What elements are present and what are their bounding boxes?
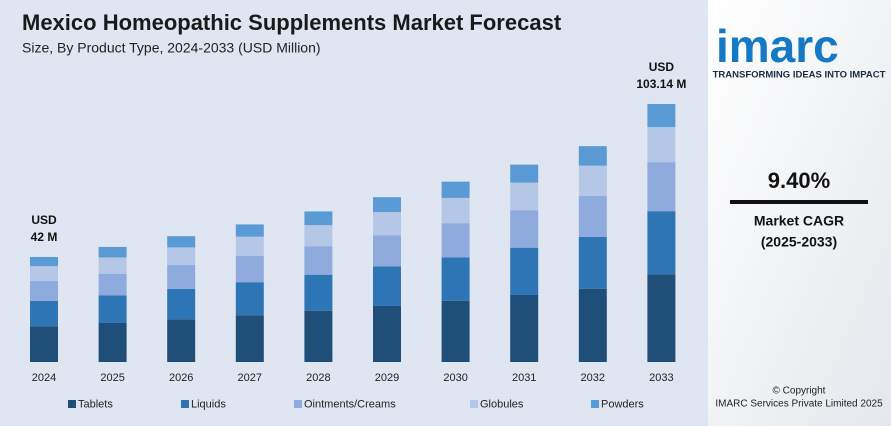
bar-segment bbox=[98, 322, 127, 362]
copyright: © Copyright bbox=[773, 386, 826, 397]
bar-segment bbox=[235, 236, 264, 256]
bar-segment bbox=[373, 212, 401, 236]
bar-segment bbox=[647, 127, 676, 163]
annotation: 42 M bbox=[31, 230, 58, 244]
chart-subtitle: Size, By Product Type, 2024-2033 (USD Mi… bbox=[22, 40, 321, 56]
annotation: 103.14 M bbox=[636, 77, 686, 91]
bar-segment bbox=[235, 315, 264, 362]
legend-label: Ointments/Creams bbox=[304, 398, 396, 410]
bar-segment bbox=[98, 257, 127, 274]
legend-swatch bbox=[181, 400, 189, 408]
legend-label: Tablets bbox=[78, 398, 113, 410]
bar-segment bbox=[30, 280, 58, 301]
x-tick-label: 2031 bbox=[512, 372, 536, 384]
legend-label: Powders bbox=[601, 398, 644, 410]
bar-segment bbox=[167, 319, 196, 362]
legend-label: Liquids bbox=[191, 398, 226, 410]
bar-segment bbox=[304, 310, 333, 362]
bar-segment bbox=[304, 211, 333, 226]
x-tick-label: 2033 bbox=[649, 372, 673, 384]
bar-segment bbox=[647, 104, 676, 128]
x-tick-label: 2024 bbox=[32, 372, 56, 384]
bar-segment bbox=[441, 223, 470, 258]
annotation: USD bbox=[649, 60, 675, 74]
bar-segment bbox=[578, 146, 607, 166]
bar-segment bbox=[30, 256, 58, 267]
bar-segment bbox=[30, 300, 58, 327]
bar-segment bbox=[510, 294, 539, 362]
bar-segment bbox=[98, 273, 127, 296]
x-tick-label: 2032 bbox=[581, 372, 605, 384]
x-tick-label: 2029 bbox=[375, 372, 399, 384]
bar-segment bbox=[167, 236, 196, 248]
bar-segment bbox=[235, 255, 264, 283]
bar-segment bbox=[167, 264, 196, 289]
bar-segment bbox=[441, 197, 470, 224]
bar-segment bbox=[30, 266, 58, 281]
logo: imarc bbox=[716, 20, 839, 72]
x-tick-label: 2025 bbox=[100, 372, 124, 384]
cagr-rule bbox=[730, 200, 868, 204]
bar-segment bbox=[647, 274, 676, 362]
legend-label: Globules bbox=[480, 398, 524, 410]
copyright-owner: IMARC Services Private Limited 2025 bbox=[715, 399, 883, 410]
bar-segment bbox=[647, 211, 676, 275]
bar-segment bbox=[235, 224, 264, 237]
bar-segment bbox=[510, 210, 539, 248]
bar-segment bbox=[167, 288, 196, 320]
bar-segment bbox=[578, 236, 607, 289]
bar-segment bbox=[441, 300, 470, 362]
bar-segment bbox=[510, 164, 539, 183]
cagr-period: (2025-2033) bbox=[761, 234, 837, 250]
legend-swatch bbox=[470, 400, 478, 408]
legend-swatch bbox=[68, 400, 76, 408]
bar-segment bbox=[441, 181, 470, 198]
bar-segment bbox=[373, 235, 401, 267]
bar-segment bbox=[373, 197, 401, 213]
bar-segment bbox=[373, 266, 401, 306]
bar-segment bbox=[304, 246, 333, 275]
cagr-label: Market CAGR bbox=[754, 213, 844, 229]
x-tick-label: 2026 bbox=[169, 372, 193, 384]
annotation: USD bbox=[31, 213, 57, 227]
x-tick-label: 2030 bbox=[443, 372, 467, 384]
bar-segment bbox=[235, 282, 264, 316]
tagline: TRANSFORMING IDEAS INTO IMPACT bbox=[713, 70, 886, 81]
bar-segment bbox=[441, 257, 470, 301]
bar-segment bbox=[578, 195, 607, 237]
legend-swatch bbox=[294, 400, 302, 408]
bar-segment bbox=[167, 247, 196, 265]
bar-segment bbox=[304, 274, 333, 311]
bar-segment bbox=[30, 326, 58, 362]
x-tick-label: 2027 bbox=[238, 372, 262, 384]
cagr-value: 9.40% bbox=[768, 168, 830, 193]
bar-segment bbox=[510, 247, 539, 295]
bar-segment bbox=[98, 295, 127, 323]
bar-segment bbox=[510, 182, 539, 211]
legend-swatch bbox=[591, 400, 599, 408]
bar-segment bbox=[304, 225, 333, 247]
bar-segment bbox=[578, 165, 607, 196]
bar-segment bbox=[373, 305, 401, 362]
bar-segment bbox=[98, 246, 127, 258]
chart-title: Mexico Homeopathic Supplements Market Fo… bbox=[22, 10, 562, 35]
side-background bbox=[708, 0, 891, 426]
bar-segment bbox=[647, 162, 676, 212]
x-tick-label: 2028 bbox=[306, 372, 330, 384]
bar-segment bbox=[578, 288, 607, 362]
